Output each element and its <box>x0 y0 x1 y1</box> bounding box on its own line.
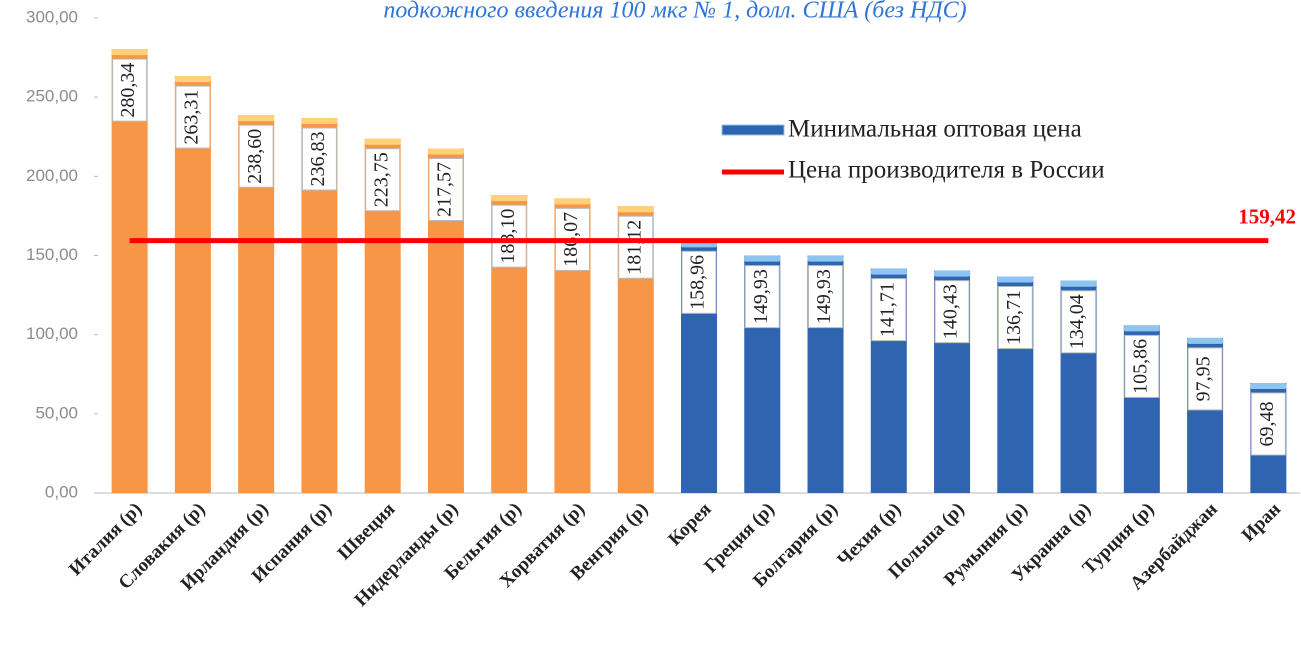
y-tick-label: 150,00 <box>26 245 78 264</box>
value-label-box <box>618 215 654 279</box>
value-label: 188,10 <box>497 209 519 264</box>
value-label: 97,95 <box>1193 356 1215 401</box>
bar-cap <box>870 268 907 275</box>
value-label: 136,71 <box>1003 290 1025 345</box>
value-label: 236,83 <box>307 132 329 187</box>
value-label-box <box>301 127 337 191</box>
bar-cap <box>174 76 211 83</box>
value-label-box <box>1187 347 1223 411</box>
value-label-box <box>365 148 401 212</box>
value-label: 158,96 <box>687 255 709 310</box>
value-label-box <box>681 250 717 314</box>
y-tick-label: 250,00 <box>26 87 78 106</box>
value-label: 149,93 <box>813 269 835 324</box>
legend-label: Минимальная оптовая цена <box>788 116 1082 143</box>
value-label-box <box>808 265 844 329</box>
value-label-box <box>491 204 527 268</box>
y-tick-label: 300,00 <box>26 7 78 26</box>
bar-cap <box>1250 382 1287 389</box>
value-label-box <box>175 85 211 149</box>
value-label: 134,04 <box>1066 294 1088 349</box>
bar-cap <box>744 255 781 262</box>
y-tick-label: 200,00 <box>26 166 78 185</box>
value-label: 140,43 <box>940 284 962 339</box>
bar-cap <box>934 270 971 277</box>
bar-cap <box>1187 337 1224 344</box>
bar-cap <box>997 276 1034 283</box>
value-label: 149,93 <box>750 269 772 324</box>
value-label-box <box>238 124 274 188</box>
value-label-box <box>428 158 464 222</box>
bar-cap <box>554 198 591 205</box>
bar-cap <box>807 255 844 262</box>
value-label-box <box>112 58 148 122</box>
bar-cap <box>491 195 528 202</box>
x-tick-label: Швеция <box>334 499 400 565</box>
bar-cap <box>238 115 275 122</box>
value-label: 238,60 <box>244 129 266 184</box>
value-label: 217,57 <box>434 162 456 217</box>
bar-cap <box>1060 280 1097 287</box>
value-label-box <box>934 280 970 344</box>
value-label: 280,34 <box>117 63 139 118</box>
bar-cap <box>301 118 338 125</box>
value-label: 223,75 <box>370 152 392 207</box>
value-label-box <box>997 286 1033 350</box>
bar <box>111 49 148 494</box>
value-label: 181,12 <box>623 220 645 275</box>
bar-cap <box>111 49 148 56</box>
value-label-box <box>744 265 780 329</box>
value-label: 263,31 <box>180 90 202 145</box>
x-tick-label: Корея <box>664 499 715 550</box>
y-tick-label: 100,00 <box>26 324 78 343</box>
value-label-box <box>1124 334 1160 398</box>
value-label-box <box>1250 392 1286 456</box>
y-tick-label: 50,00 <box>35 403 78 422</box>
reference-label: 159,42 <box>1238 204 1296 228</box>
bar-cap <box>1123 325 1160 332</box>
legend-swatch <box>721 124 785 136</box>
legend-label: Цена производителя в России <box>788 157 1105 184</box>
bar-cap <box>617 206 654 213</box>
y-tick-label: 0,00 <box>45 482 78 501</box>
bar-cap <box>364 138 401 145</box>
value-label: 105,86 <box>1129 339 1151 394</box>
value-label: 141,71 <box>876 282 898 337</box>
chart-title: подкожного введения 100 мкг № 1, долл. С… <box>383 0 966 24</box>
value-label-box <box>871 278 907 342</box>
bar-cap <box>427 148 464 155</box>
value-label-box <box>1061 290 1097 354</box>
value-label: 69,48 <box>1256 401 1278 446</box>
x-tick-label: Иран <box>1238 499 1285 546</box>
